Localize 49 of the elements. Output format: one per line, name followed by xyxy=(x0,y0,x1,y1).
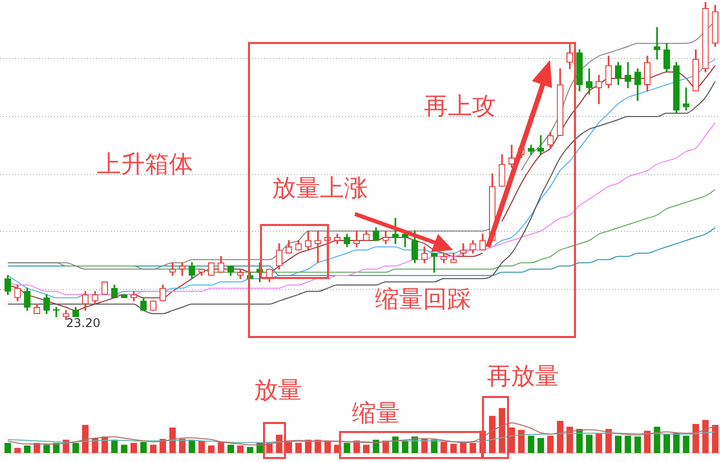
bar xyxy=(673,432,680,453)
bar xyxy=(218,442,224,453)
annotation: 缩量 xyxy=(352,399,400,427)
bar xyxy=(702,420,709,453)
bar xyxy=(576,428,583,453)
bar xyxy=(276,434,282,453)
annotation: 缩量回踩 xyxy=(375,285,471,313)
bar xyxy=(324,440,331,453)
text: 放量 xyxy=(254,376,302,404)
bar xyxy=(596,432,602,453)
bar xyxy=(663,434,670,453)
bar xyxy=(614,436,622,453)
bar xyxy=(460,442,467,453)
bar xyxy=(178,438,186,453)
bar xyxy=(528,436,534,453)
annotation: 23.20 xyxy=(66,316,100,330)
candlestick xyxy=(654,27,660,60)
bar xyxy=(605,428,612,453)
bar xyxy=(682,436,690,453)
bar xyxy=(392,436,399,453)
bar xyxy=(421,438,428,453)
bar xyxy=(382,440,390,453)
text: 再放量 xyxy=(487,362,559,390)
bar xyxy=(556,420,564,453)
bar xyxy=(488,416,496,453)
annotation: 上升箱体 xyxy=(97,150,193,178)
bar xyxy=(140,442,147,453)
bar xyxy=(430,440,438,453)
bar xyxy=(634,436,641,453)
bar xyxy=(547,436,554,453)
bar xyxy=(624,436,632,453)
bar xyxy=(111,440,118,453)
bar xyxy=(188,440,196,453)
bar xyxy=(198,440,205,453)
annotation: 放量上涨 xyxy=(272,174,368,202)
bar xyxy=(402,440,408,453)
bar xyxy=(692,424,700,453)
bar xyxy=(440,442,448,453)
bar xyxy=(372,440,380,453)
bar xyxy=(518,430,525,453)
bar xyxy=(644,430,651,453)
annotation: 再上攻 xyxy=(424,92,496,120)
bar xyxy=(498,408,506,453)
bar xyxy=(654,426,660,453)
bar xyxy=(537,438,544,453)
bar xyxy=(586,434,593,453)
bar xyxy=(712,424,718,453)
bar xyxy=(169,427,176,453)
bar xyxy=(508,427,516,453)
